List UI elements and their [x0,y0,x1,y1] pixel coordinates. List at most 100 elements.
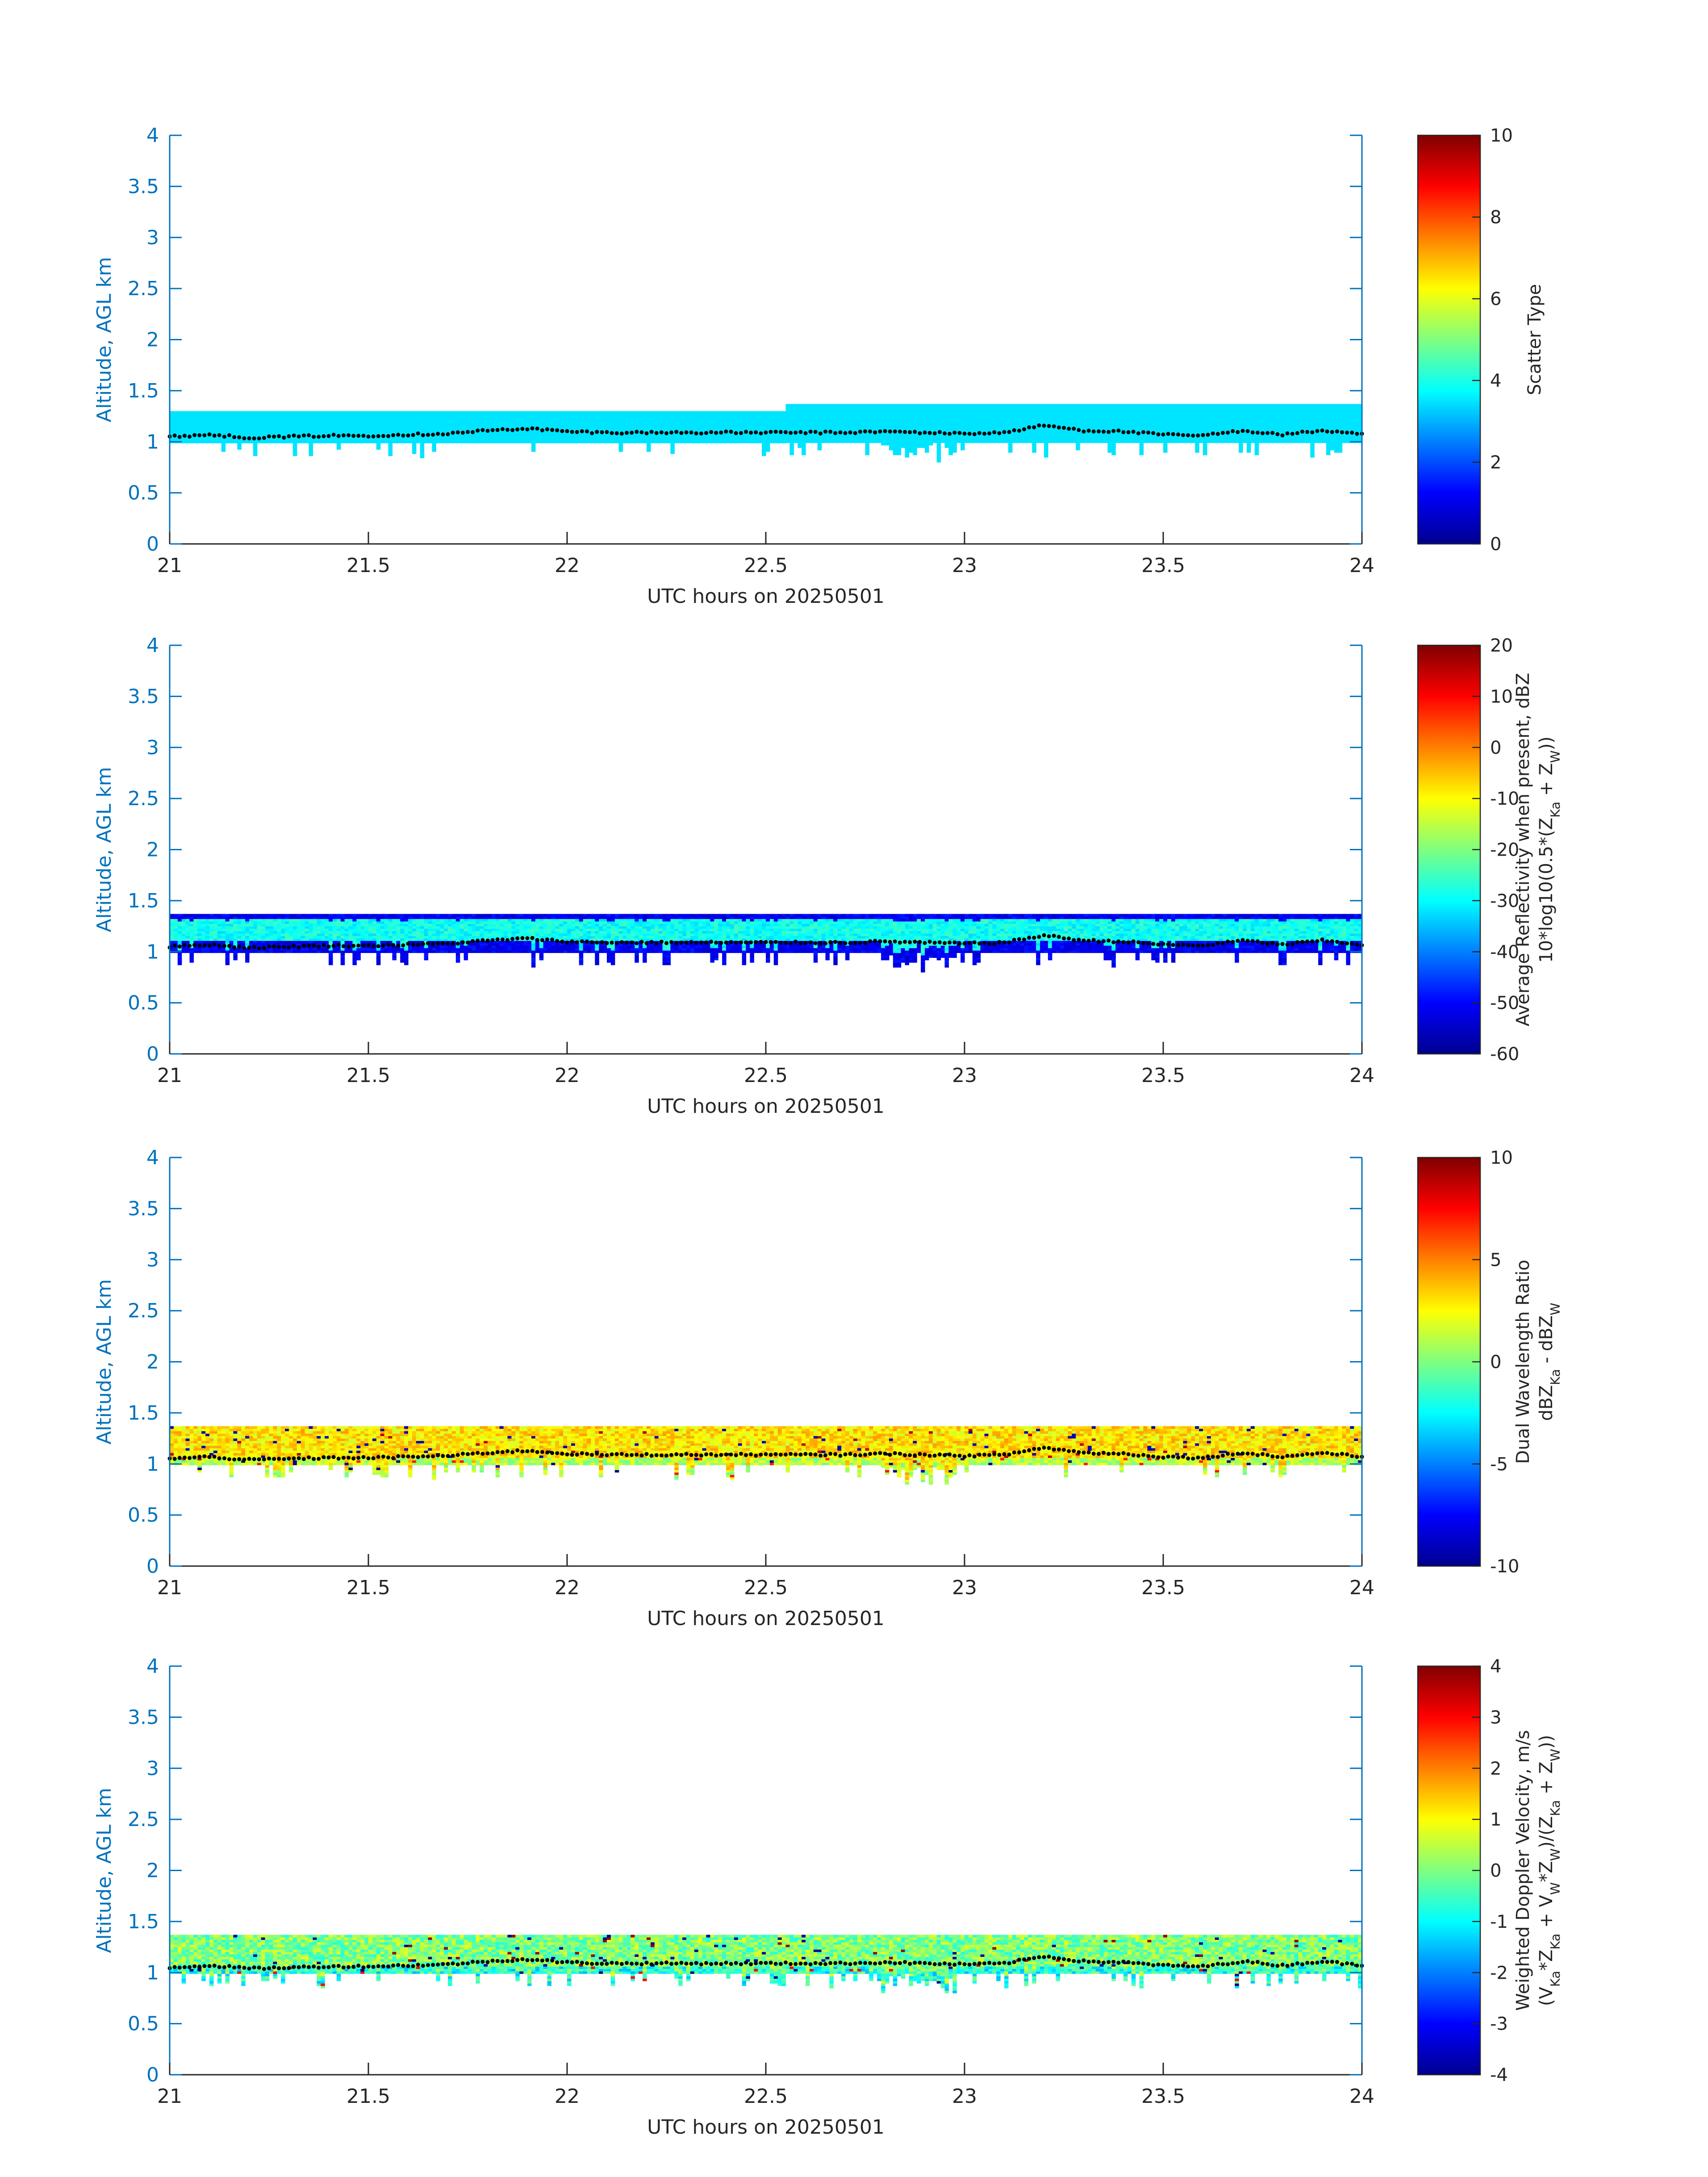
heatmap-cell [1263,426,1267,429]
heatmap-cell [758,439,762,441]
heatmap-cell [1334,433,1339,436]
heatmap-cell [1278,406,1283,409]
heatmap-cell [1187,428,1191,431]
heatmap-cell [1163,450,1168,453]
heatmap-cell [793,428,798,431]
cloud-base-point [496,428,500,432]
heatmap-cell [412,411,417,414]
heatmap-cell [209,413,214,415]
heatmap-cell [619,449,623,451]
heatmap-cell [182,439,186,441]
heatmap-cell [321,428,325,430]
heatmap-cell [873,414,877,416]
heatmap-cell [1270,435,1275,438]
heatmap-cell [909,421,913,424]
heatmap-cell [913,411,917,414]
heatmap-cell [694,415,699,418]
heatmap-cell [885,406,889,409]
heatmap-cell [452,422,456,424]
heatmap-cell [1286,440,1291,443]
heatmap-cell [1048,416,1052,419]
heatmap-cell [221,426,226,428]
heatmap-cell [1239,426,1243,429]
heatmap-cell [349,426,353,428]
heatmap-cell [511,413,516,415]
heatmap-cell [488,422,492,424]
heatmap-cell [1084,435,1088,438]
heatmap-cell [1000,404,1005,407]
heatmap-cell [1211,409,1215,412]
heatmap-cell [643,422,647,424]
heatmap-cell [448,439,452,441]
heatmap-cell [1123,416,1128,419]
heatmap-cell [901,404,906,407]
heatmap-cell [515,424,520,426]
cloud-base-point [550,428,554,432]
heatmap-cell [325,428,329,430]
heatmap-cell [793,416,798,419]
heatmap-cell [587,415,592,418]
cloud-base-point [635,430,639,434]
heatmap-cell [901,438,906,441]
heatmap-cell [1128,406,1132,409]
heatmap-cell [420,420,425,422]
heatmap-cell [698,439,703,441]
heatmap-cell [814,426,818,429]
heatmap-cell [249,441,254,443]
heatmap-cell [404,428,409,430]
heatmap-cell [535,437,540,439]
heatmap-cell [1334,406,1339,409]
heatmap-cell [1239,416,1243,419]
heatmap-cell [277,441,281,443]
heatmap-cell [714,422,718,424]
heatmap-cell [647,415,651,418]
heatmap-cell [500,439,504,441]
heatmap-cell [965,411,969,414]
heatmap-cell [1016,416,1021,419]
heatmap-cell [456,422,460,424]
heatmap-cell [1342,426,1347,429]
heatmap-cell [257,420,262,422]
heatmap-cell [853,440,858,443]
heatmap-cell [969,411,973,414]
heatmap-cell [325,415,329,418]
heatmap-cell [1215,416,1219,419]
heatmap-cell [1310,416,1315,419]
heatmap-cell [714,441,718,443]
heatmap-cell [1235,409,1239,412]
heatmap-cell [1247,421,1251,424]
heatmap-cell [1334,435,1339,438]
heatmap-cell [472,413,476,415]
heatmap-cell [814,416,818,419]
heatmap-cell [686,422,691,424]
heatmap-cell [197,441,202,443]
heatmap-cell [893,426,898,429]
heatmap-cell [273,441,277,443]
heatmap-cell [591,439,595,441]
heatmap-cell [1000,426,1005,429]
heatmap-cell [511,437,516,439]
heatmap-cell [253,445,258,447]
heatmap-cell [400,413,405,415]
heatmap-cell [599,413,603,415]
heatmap-cell [611,441,615,443]
heatmap-cell [869,421,873,424]
heatmap-cell [1128,404,1132,407]
heatmap-cell [1044,455,1048,458]
heatmap-cell [476,437,480,439]
heatmap-cell [392,411,397,414]
heatmap-cell [380,441,385,443]
cloud-base-point [560,429,564,433]
heatmap-cell [599,435,603,437]
heatmap-cell [881,409,885,412]
heatmap-cell [1008,423,1013,426]
heatmap-cell [1151,438,1156,441]
heatmap-cell [428,413,433,415]
heatmap-cell [1338,406,1343,409]
heatmap-cell [917,445,921,448]
heatmap-cell [277,422,281,424]
heatmap-cell [432,437,436,439]
heatmap-cell [818,443,822,446]
heatmap-cell [992,421,997,424]
heatmap-cell [814,411,818,414]
